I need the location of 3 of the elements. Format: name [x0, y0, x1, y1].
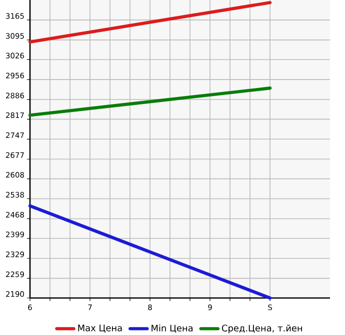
legend-label: Сред.Цена, т.йен: [222, 324, 302, 334]
legend-label: Max Цена: [78, 324, 122, 333]
legend-label: Min Цена: [152, 324, 193, 333]
